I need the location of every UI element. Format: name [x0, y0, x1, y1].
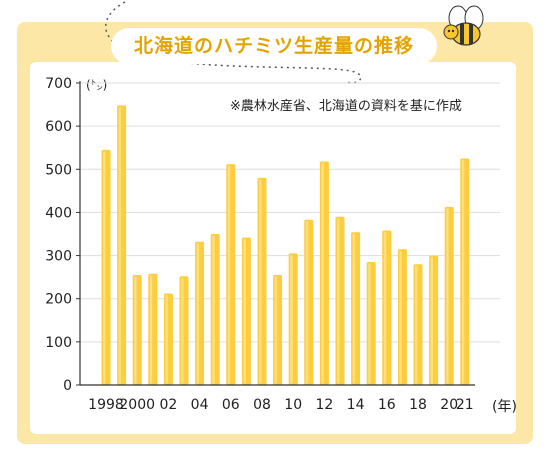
bar-2009 [273, 274, 283, 385]
x-tick-label: 04 [191, 397, 209, 413]
bar-highlight-2008 [259, 179, 262, 384]
bar-2015 [366, 262, 376, 385]
bar-highlight-2003 [181, 277, 184, 384]
bar-highlight-2019 [430, 257, 434, 384]
bar-2001 [148, 273, 158, 385]
x-tick-label: 16 [378, 397, 396, 413]
bar-highlight-2000 [134, 276, 137, 384]
bar-highlight-2021 [461, 160, 465, 384]
bar-1998 [101, 149, 111, 385]
bar-highlight-2016 [383, 232, 387, 384]
bar-2011 [304, 219, 314, 385]
y-unit-label: (㌧) [86, 78, 108, 92]
bar-2016 [382, 230, 392, 385]
bar-highlight-2001 [149, 275, 153, 384]
bar-highlight-2004 [196, 243, 200, 384]
bar-2010 [288, 253, 298, 385]
bar-highlight-2015 [368, 263, 371, 384]
bar-2017 [397, 249, 407, 385]
bar-2018 [413, 264, 423, 385]
bar-2021 [460, 158, 470, 385]
bar-2003 [179, 276, 189, 385]
y-tick-label: 0 [63, 378, 72, 394]
bar-highlight-2007 [243, 238, 246, 384]
bar-2002 [163, 293, 173, 385]
bar-2000 [132, 274, 142, 385]
x-tick-label: 14 [347, 397, 365, 413]
x-tick-label: 10 [284, 397, 302, 413]
bar-highlight-2010 [290, 254, 293, 384]
bar-highlight-1998 [103, 151, 106, 384]
bar-2007 [241, 237, 251, 385]
y-tick-label: 500 [45, 162, 72, 178]
bar-2004 [195, 241, 205, 385]
y-tick-label: 600 [45, 119, 72, 135]
x-tick-label: 08 [253, 397, 271, 413]
x-tick-label: 21 [456, 397, 474, 413]
y-tick-label: 300 [45, 249, 72, 265]
bar-2005 [210, 234, 220, 385]
bar-highlight-2013 [337, 218, 340, 384]
bar-2008 [257, 177, 267, 385]
bar-highlight-2020 [446, 208, 449, 384]
bar-2012 [319, 161, 329, 385]
bar-highlight-2002 [165, 295, 168, 384]
bar-highlight-1999 [118, 106, 122, 384]
bar-1999 [117, 105, 127, 385]
source-note: ※農林水産省、北海道の資料を基に作成 [230, 99, 462, 114]
chart-title: 北海道のハチミツ生産量の推移 [111, 28, 437, 64]
bar-2019 [429, 255, 439, 385]
bar-2006 [226, 164, 236, 385]
x-unit-label: (年) [492, 399, 517, 415]
y-tick-label: 700 [45, 76, 72, 92]
bar-highlight-2017 [399, 250, 402, 384]
bar-2020 [444, 206, 454, 385]
x-tick-label: 02 [159, 397, 177, 413]
bar-highlight-2009 [274, 276, 278, 384]
bar-highlight-2005 [212, 235, 215, 384]
x-tick-label: 18 [409, 397, 427, 413]
x-tick-label: 1998 [88, 397, 124, 413]
bar-highlight-2011 [305, 221, 309, 384]
bar-2013 [335, 216, 345, 385]
y-tick-label: 400 [45, 205, 72, 221]
x-tick-label: 2000 [119, 397, 155, 413]
bar-highlight-2012 [321, 163, 324, 384]
bar-highlight-2018 [415, 265, 418, 384]
bar-2014 [351, 232, 361, 385]
x-tick-label: 20 [440, 397, 458, 413]
y-tick-label: 200 [45, 292, 72, 308]
x-tick-label: 12 [315, 397, 333, 413]
bar-highlight-2014 [352, 233, 356, 384]
x-tick-label: 06 [222, 397, 240, 413]
bar-highlight-2006 [227, 165, 231, 384]
bee-icon [443, 5, 484, 46]
y-tick-label: 100 [45, 335, 72, 351]
